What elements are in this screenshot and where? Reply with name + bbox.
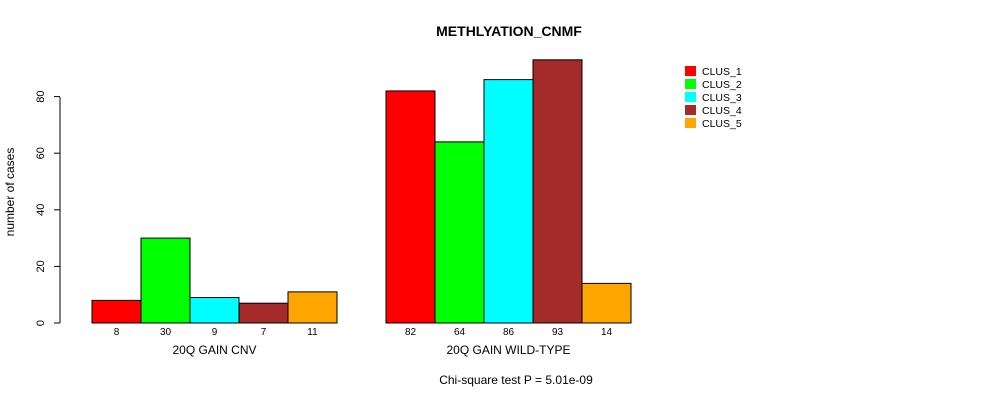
count-label-clus_2-group-1: 30 <box>160 327 172 338</box>
count-label-clus_1-group-1: 8 <box>114 327 120 338</box>
count-label-clus_5-group-2: 14 <box>601 327 613 338</box>
chi-square-footnote: Chi-square test P = 5.01e-09 <box>439 373 593 387</box>
y-tick-label-40: 40 <box>35 204 47 216</box>
count-label-clus_4-group-2: 93 <box>552 327 564 338</box>
legend-label-clus_3: CLUS_3 <box>702 92 742 104</box>
bars <box>91 59 632 324</box>
legend-label-clus_1: CLUS_1 <box>702 66 742 78</box>
legend-label-clus_2: CLUS_2 <box>702 79 742 91</box>
group-label-1: 20Q GAIN CNV <box>172 343 256 357</box>
y-tick-label-60: 60 <box>35 147 47 159</box>
bar-clus_1-group-1 <box>91 299 142 324</box>
bar-clus_4-group-2 <box>532 59 583 324</box>
count-label-clus_3-group-2: 86 <box>503 327 515 338</box>
bar-clus_1-group-2 <box>385 90 436 324</box>
y-axis-title: number of cases <box>3 148 17 237</box>
legend-swatch-clus_4 <box>685 105 696 115</box>
count-label-clus_1-group-2: 82 <box>405 327 417 338</box>
bar-clus_3-group-1 <box>189 297 240 324</box>
y-tick-label-80: 80 <box>35 90 47 102</box>
bar-clus_2-group-2 <box>434 141 485 324</box>
bar-clus_5-group-1 <box>287 291 338 324</box>
bar-clus_5-group-2 <box>581 282 632 324</box>
count-label-clus_2-group-2: 64 <box>454 327 466 338</box>
chart-title: METHLYATION_CNMF <box>436 23 582 39</box>
bar-clus_2-group-1 <box>140 237 191 324</box>
count-label-clus_5-group-1: 11 <box>307 327 318 338</box>
count-label-clus_4-group-1: 7 <box>261 327 267 338</box>
group-label-2: 20Q GAIN WILD-TYPE <box>446 343 570 357</box>
y-tick-label-20: 20 <box>35 260 47 272</box>
legend-label-clus_5: CLUS_5 <box>702 118 742 130</box>
legend-swatch-clus_1 <box>685 66 696 76</box>
legend-swatch-clus_5 <box>685 118 696 128</box>
group-labels: 20Q GAIN CNV 20Q GAIN WILD-TYPE <box>172 343 570 357</box>
legend-label-clus_4: CLUS_4 <box>702 105 742 117</box>
legend-swatch-clus_3 <box>685 92 696 102</box>
legend-swatch-clus_2 <box>685 79 696 89</box>
y-tick-label-0: 0 <box>35 320 47 326</box>
bar-clus_3-group-2 <box>483 79 534 324</box>
count-label-clus_3-group-1: 9 <box>212 327 218 338</box>
bar-clus_4-group-1 <box>238 302 289 324</box>
count-labels: 8 30 9 7 11 82 64 86 93 14 <box>114 327 613 338</box>
y-axis-ticks: 0 20 40 60 80 <box>35 90 60 326</box>
